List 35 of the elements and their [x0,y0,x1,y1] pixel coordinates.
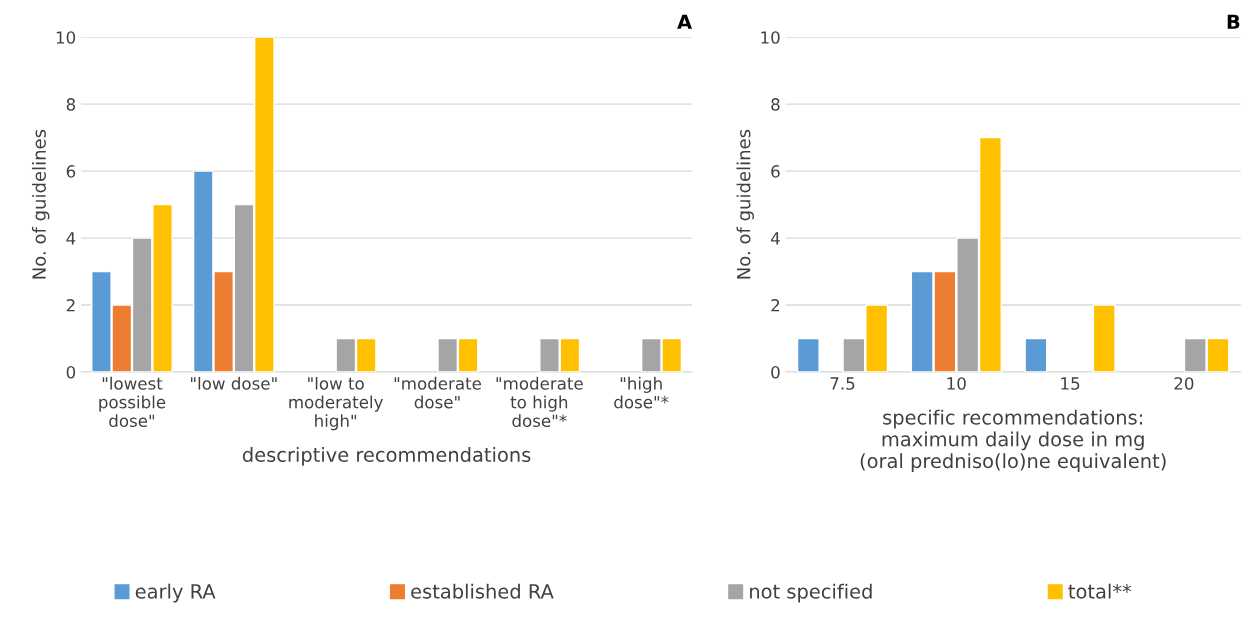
x-tick-label: 7.5 [830,377,855,390]
legend-label: established RA [411,583,554,599]
legend-label: early RA [135,583,216,603]
x-axis-title: descriptive recommendations [242,446,531,466]
x-tick-label: "lowest possible dose" [99,376,166,428]
x-tick-label: "high dose"* [614,376,669,409]
y-tick-label: 4 [66,232,76,245]
y-tick-label: 8 [66,98,76,111]
x-tick-label: 10 [947,377,966,390]
x-tick-label: "moderate dose" [394,376,481,409]
x-tick-label: 15 [1061,377,1080,390]
chart-title: A [677,14,692,29]
x-tick-label: "moderate to high dose"* [496,376,583,428]
y-tick-label: 4 [770,232,780,245]
y-tick-label: 0 [771,365,780,379]
y-axis-title: No. of guidelines [736,129,754,279]
y-tick-label: 6 [771,165,780,178]
bar [1024,337,1048,372]
legend-label: total** [1068,583,1132,599]
y-tick-label: 2 [771,299,780,312]
y-tick-label: 2 [66,299,75,312]
y-tick-label: 0 [66,365,76,379]
y-tick-label: 8 [771,98,780,111]
legend-label: not specified [750,583,872,603]
y-tick-label: 6 [66,165,76,178]
y-tick-label: 10 [761,31,780,44]
chart-title: B [1227,14,1240,29]
y-axis-title: No. of guidelines [31,129,50,279]
x-tick-label: "low to moderately high" [289,376,383,431]
bar [796,337,820,372]
x-tick-label: "low dose" [191,376,277,390]
y-tick-label: 10 [56,31,76,44]
bar [1092,304,1116,372]
x-tick-label: 20 [1174,377,1194,390]
x-axis-title: specific recommendations: maximum daily dose in mg (oral predniso(lo)ne equivalent) [860,409,1166,473]
